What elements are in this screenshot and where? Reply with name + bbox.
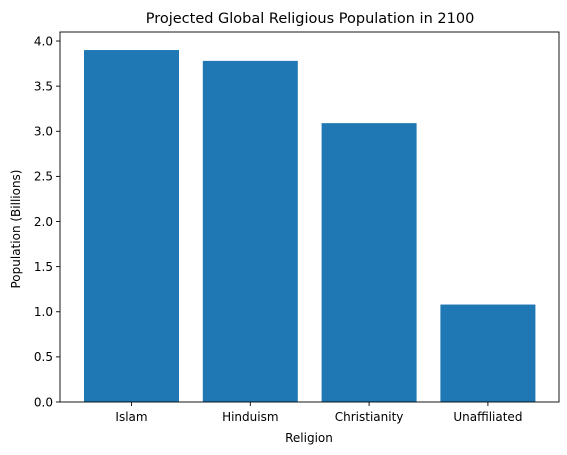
bars <box>84 50 536 403</box>
y-axis: 0.0 0.5 1.0 1.5 2.0 2.5 3.0 3.5 4.0 <box>34 34 60 409</box>
bar-hinduism <box>202 60 298 402</box>
y-tick-label: 1.5 <box>34 260 53 274</box>
y-tick-label: 4.0 <box>34 34 53 48</box>
y-tick-label: 1.0 <box>34 305 53 319</box>
x-tick-label: Unaffiliated <box>453 410 522 424</box>
bar-christianity <box>321 123 417 403</box>
y-tick-label: 2.5 <box>34 170 53 184</box>
y-tick-label: 3.0 <box>34 125 53 139</box>
y-tick-label: 3.5 <box>34 79 53 93</box>
bar-unaffiliated <box>440 304 536 402</box>
x-axis: Islam Hinduism Christianity Unaffiliated <box>115 402 522 424</box>
y-tick-label: 2.0 <box>34 215 53 229</box>
y-tick-label: 0.0 <box>34 395 53 409</box>
x-tick-label: Christianity <box>335 410 404 424</box>
y-tick-label: 0.5 <box>34 350 53 364</box>
y-axis-label: Population (Billions) <box>9 170 23 289</box>
bar-islam <box>84 50 179 403</box>
x-tick-label: Islam <box>115 410 147 424</box>
plot-area: 0.0 0.5 1.0 1.5 2.0 2.5 3.0 3.5 4.0 Islam Hinduis… <box>34 31 560 424</box>
chart-title: Projected Global Religious Population in… <box>146 11 475 27</box>
x-axis-label: Religion <box>285 431 333 445</box>
x-tick-label: Hinduism <box>222 410 278 424</box>
plot-frame <box>59 31 560 403</box>
